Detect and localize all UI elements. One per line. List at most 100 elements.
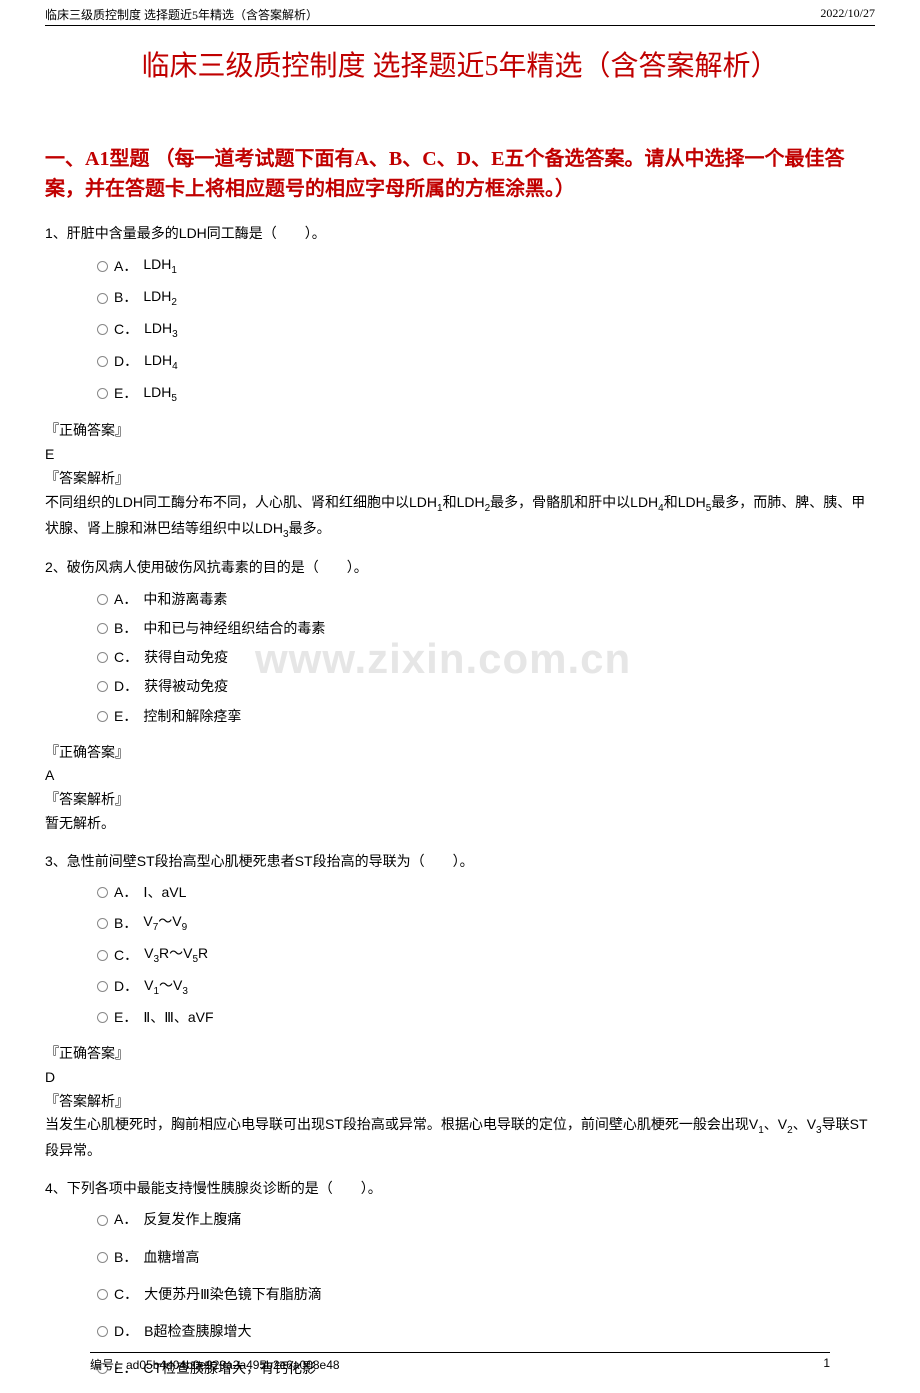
analysis-text: 当发生心肌梗死时，胸前相应心电导联可出现ST段抬高或异常。根据心电导联的定位，前… bbox=[45, 1113, 875, 1163]
answer-block: 『正确答案』A『答案解析』暂无解析。 bbox=[45, 741, 875, 836]
option-letter: D． bbox=[114, 674, 138, 699]
option-row[interactable]: B．血糖增高 bbox=[97, 1245, 875, 1270]
radio-icon[interactable] bbox=[97, 1326, 108, 1337]
option-text: 大便苏丹Ⅲ染色镜下有脂肪滴 bbox=[144, 1282, 322, 1307]
option-letter: E． bbox=[114, 1005, 137, 1030]
option-letter: A． bbox=[114, 587, 137, 612]
radio-icon[interactable] bbox=[97, 1012, 108, 1023]
option-row[interactable]: E．控制和解除痉挛 bbox=[97, 704, 875, 729]
option-text: LDH2 bbox=[143, 284, 177, 312]
page-footer: 编号：ad05b4d04b0e929a2a495b2e6a008e48 1 bbox=[90, 1352, 830, 1373]
option-letter: D． bbox=[114, 974, 138, 999]
option-text: LDH4 bbox=[144, 348, 178, 376]
answer-block: 『正确答案』E『答案解析』不同组织的LDH同工酶分布不同，人心肌、肾和红细胞中以… bbox=[45, 419, 875, 542]
option-text: LDH5 bbox=[143, 380, 177, 408]
radio-icon[interactable] bbox=[97, 711, 108, 722]
analysis-text: 暂无解析。 bbox=[45, 812, 875, 836]
option-letter: A． bbox=[114, 880, 137, 905]
option-letter: D． bbox=[114, 1319, 138, 1344]
option-text: V1～V3 bbox=[144, 973, 188, 1001]
option-letter: C． bbox=[114, 317, 138, 342]
page-header: 临床三级质控制度 选择题近5年精选（含答案解析） 2022/10/27 bbox=[45, 0, 875, 26]
option-text: 反复发作上腹痛 bbox=[143, 1207, 241, 1232]
question-block: 4、下列各项中最能支持慢性胰腺炎诊断的是（ ）。A．反复发作上腹痛B．血糖增高C… bbox=[45, 1177, 875, 1381]
radio-icon[interactable] bbox=[97, 594, 108, 605]
answer-block: 『正确答案』D『答案解析』当发生心肌梗死时，胸前相应心电导联可出现ST段抬高或异… bbox=[45, 1042, 875, 1163]
radio-icon[interactable] bbox=[97, 681, 108, 692]
radio-icon[interactable] bbox=[97, 981, 108, 992]
section-title: 一、A1型题 （每一道考试题下面有A、B、C、D、E五个备选答案。请从中选择一个… bbox=[45, 144, 875, 204]
answer-label: 『正确答案』 bbox=[45, 741, 875, 765]
option-letter: B． bbox=[114, 285, 137, 310]
option-row[interactable]: C．LDH3 bbox=[97, 316, 875, 344]
radio-icon[interactable] bbox=[97, 950, 108, 961]
answer-value: D bbox=[45, 1066, 875, 1090]
header-left: 临床三级质控制度 选择题近5年精选（含答案解析） bbox=[45, 6, 318, 23]
radio-icon[interactable] bbox=[97, 918, 108, 929]
radio-icon[interactable] bbox=[97, 623, 108, 634]
option-text: B超检查胰腺增大 bbox=[144, 1319, 251, 1344]
radio-icon[interactable] bbox=[97, 261, 108, 272]
questions-container: 1、肝脏中含量最多的LDH同工酶是（ ）。A．LDH1B．LDH2C．LDH3D… bbox=[45, 222, 875, 1381]
question-stem: 2、破伤风病人使用破伤风抗毒素的目的是（ ）。 bbox=[45, 556, 875, 578]
analysis-label: 『答案解析』 bbox=[45, 1090, 875, 1114]
option-row[interactable]: B．LDH2 bbox=[97, 284, 875, 312]
option-letter: A． bbox=[114, 254, 137, 279]
radio-icon[interactable] bbox=[97, 1215, 108, 1226]
page-number: 1 bbox=[823, 1356, 830, 1373]
option-row[interactable]: D．LDH4 bbox=[97, 348, 875, 376]
radio-icon[interactable] bbox=[97, 388, 108, 399]
option-row[interactable]: E．LDH5 bbox=[97, 380, 875, 408]
option-letter: B． bbox=[114, 911, 137, 936]
option-letter: B． bbox=[114, 616, 137, 641]
question-stem: 4、下列各项中最能支持慢性胰腺炎诊断的是（ ）。 bbox=[45, 1177, 875, 1199]
option-row[interactable]: A．中和游离毒素 bbox=[97, 587, 875, 612]
analysis-label: 『答案解析』 bbox=[45, 467, 875, 491]
option-row[interactable]: B．V7～V9 bbox=[97, 909, 875, 937]
option-text: V3R～V5R bbox=[144, 941, 208, 969]
option-text: 中和已与神经组织结合的毒素 bbox=[143, 616, 325, 641]
radio-icon[interactable] bbox=[97, 356, 108, 367]
option-letter: B． bbox=[114, 1245, 137, 1270]
option-text: 获得自动免疫 bbox=[144, 645, 228, 670]
footer-id: 编号：ad05b4d04b0e929a2a495b2e6a008e48 bbox=[90, 1356, 340, 1373]
option-text: 中和游离毒素 bbox=[143, 587, 227, 612]
analysis-text: 不同组织的LDH同工酶分布不同，人心肌、肾和红细胞中以LDH1和LDH2最多，骨… bbox=[45, 491, 875, 543]
answer-label: 『正确答案』 bbox=[45, 419, 875, 443]
option-row[interactable]: A．反复发作上腹痛 bbox=[97, 1207, 875, 1232]
option-row[interactable]: A．Ⅰ、aVL bbox=[97, 880, 875, 905]
question-stem: 1、肝脏中含量最多的LDH同工酶是（ ）。 bbox=[45, 222, 875, 244]
analysis-label: 『答案解析』 bbox=[45, 788, 875, 812]
option-row[interactable]: E．Ⅱ、Ⅲ、aVF bbox=[97, 1005, 875, 1030]
option-row[interactable]: D．V1～V3 bbox=[97, 973, 875, 1001]
option-row[interactable]: D．B超检查胰腺增大 bbox=[97, 1319, 875, 1344]
radio-icon[interactable] bbox=[97, 887, 108, 898]
header-date: 2022/10/27 bbox=[820, 6, 875, 23]
radio-icon[interactable] bbox=[97, 1252, 108, 1263]
option-letter: C． bbox=[114, 943, 138, 968]
option-row[interactable]: C．大便苏丹Ⅲ染色镜下有脂肪滴 bbox=[97, 1282, 875, 1307]
option-letter: E． bbox=[114, 381, 137, 406]
option-letter: A． bbox=[114, 1207, 137, 1232]
radio-icon[interactable] bbox=[97, 324, 108, 335]
option-text: 血糖增高 bbox=[143, 1245, 199, 1270]
option-text: V7～V9 bbox=[143, 909, 187, 937]
answer-value: E bbox=[45, 443, 875, 467]
radio-icon[interactable] bbox=[97, 1289, 108, 1300]
option-row[interactable]: C．V3R～V5R bbox=[97, 941, 875, 969]
question-block: 2、破伤风病人使用破伤风抗毒素的目的是（ ）。A．中和游离毒素B．中和已与神经组… bbox=[45, 556, 875, 728]
radio-icon[interactable] bbox=[97, 293, 108, 304]
option-row[interactable]: D．获得被动免疫 bbox=[97, 674, 875, 699]
option-letter: E． bbox=[114, 704, 137, 729]
option-row[interactable]: C．获得自动免疫 bbox=[97, 645, 875, 670]
option-row[interactable]: B．中和已与神经组织结合的毒素 bbox=[97, 616, 875, 641]
document-title: 临床三级质控制度 选择题近5年精选（含答案解析） bbox=[45, 44, 875, 84]
question-stem: 3、急性前间壁ST段抬高型心肌梗死患者ST段抬高的导联为（ ）。 bbox=[45, 850, 875, 872]
option-text: LDH3 bbox=[144, 316, 178, 344]
option-letter: C． bbox=[114, 1282, 138, 1307]
option-row[interactable]: A．LDH1 bbox=[97, 252, 875, 280]
option-text: 获得被动免疫 bbox=[144, 674, 228, 699]
option-text: 控制和解除痉挛 bbox=[143, 704, 241, 729]
question-block: 1、肝脏中含量最多的LDH同工酶是（ ）。A．LDH1B．LDH2C．LDH3D… bbox=[45, 222, 875, 407]
radio-icon[interactable] bbox=[97, 652, 108, 663]
